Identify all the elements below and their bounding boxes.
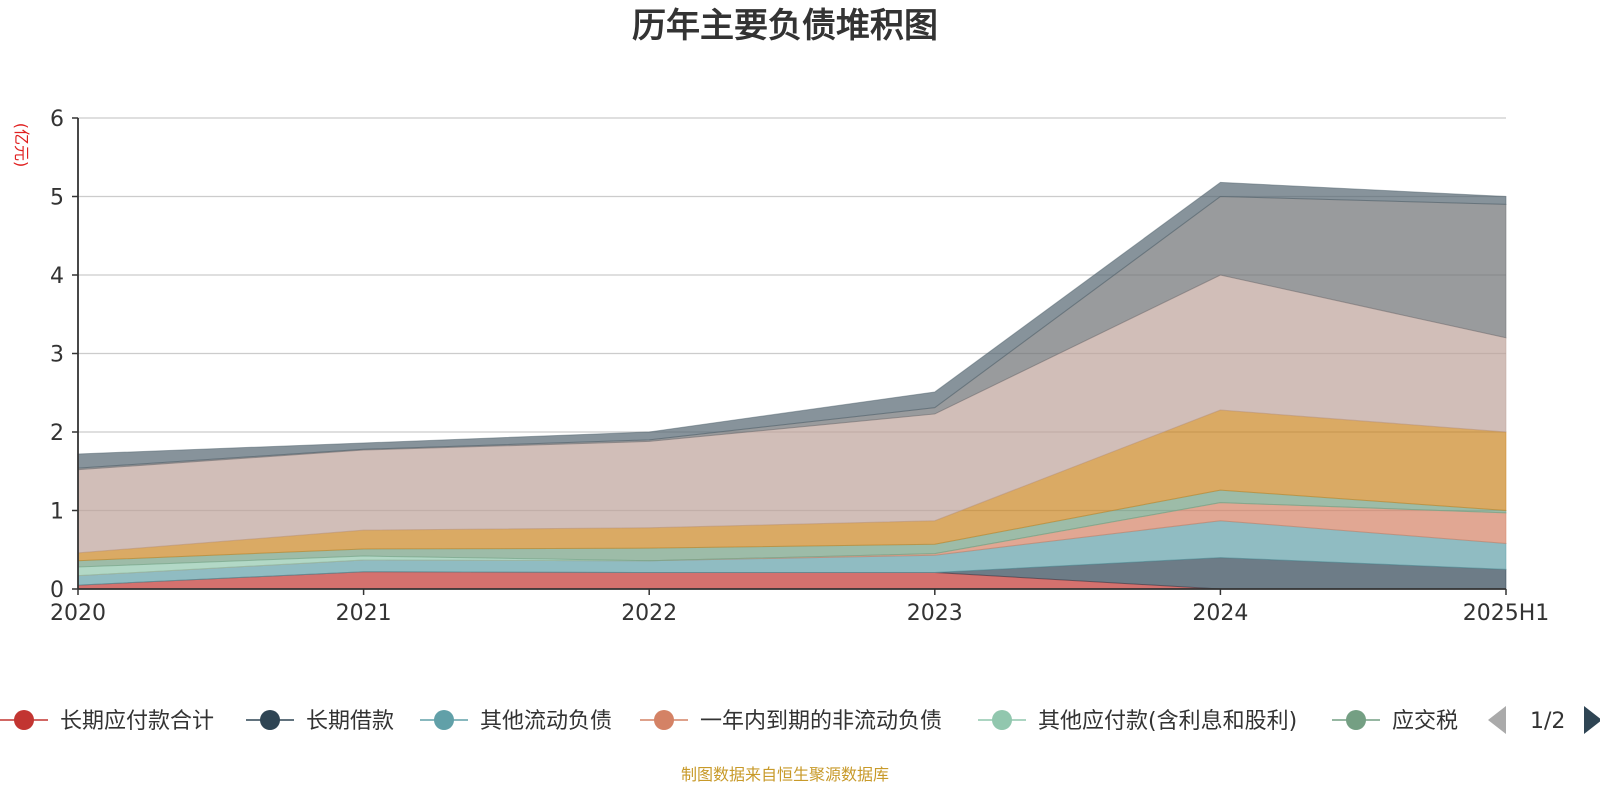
legend-item[interactable]: 其他应付款(含利息和股利) [978, 709, 1297, 734]
legend-pager: 1/2 [1488, 706, 1600, 734]
y-axis-unit: (亿元) [12, 123, 31, 168]
x-tick-label: 2025H1 [1463, 601, 1550, 626]
legend-page-indicator: 1/2 [1530, 709, 1565, 734]
y-tick-labels: 0 1 2 3 4 5 6 [50, 107, 78, 603]
area-series [77, 181, 1507, 590]
x-tick-label: 2022 [621, 601, 677, 626]
y-tick-label: 6 [50, 107, 64, 132]
x-tick-label: 2024 [1192, 601, 1248, 626]
x-tick-label: 2021 [336, 601, 392, 626]
y-tick-label: 5 [50, 186, 64, 211]
x-tick-labels: 2020 2021 2022 2023 2024 2025H1 [50, 589, 1549, 626]
legend-next-icon[interactable] [1584, 706, 1600, 734]
legend-marker [654, 710, 674, 730]
source-note: 制图数据来自恒生聚源数据库 [681, 765, 889, 784]
y-tick-label: 1 [50, 500, 64, 525]
legend-marker [1346, 710, 1366, 730]
legend-marker [14, 710, 34, 730]
legend-marker [992, 710, 1012, 730]
chart-title: 历年主要负债堆积图 [632, 6, 938, 46]
legend-marker [434, 710, 454, 730]
legend-label: 长期应付款合计 [60, 709, 214, 734]
legend-item[interactable]: 其他流动负债 [420, 709, 612, 734]
legend-label: 应交税 [1392, 709, 1458, 734]
legend-label: 一年内到期的非流动负债 [700, 709, 942, 734]
legend-item[interactable]: 应交税 [1332, 709, 1458, 734]
x-tick-label: 2020 [50, 601, 106, 626]
legend-marker [260, 710, 280, 730]
legend-label: 其他流动负债 [480, 709, 612, 734]
legend-item[interactable]: 一年内到期的非流动负债 [640, 709, 942, 734]
y-tick-label: 0 [50, 578, 64, 603]
legend-item[interactable]: 长期应付款合计 [0, 709, 214, 734]
legend-item[interactable]: 长期借款 [246, 709, 394, 734]
legend-prev-icon[interactable] [1488, 706, 1506, 734]
y-tick-label: 2 [50, 421, 64, 446]
y-tick-label: 3 [50, 343, 64, 368]
legend-label: 长期借款 [306, 709, 394, 734]
y-tick-label: 4 [50, 264, 64, 289]
x-tick-label: 2023 [907, 601, 963, 626]
legend[interactable]: 长期应付款合计 长期借款 其他流动负债 一年内到期的非流动负债 其他应付款(含利息和股利… [0, 709, 1458, 734]
area-series-9 [77, 181, 1507, 469]
legend-label: 其他应付款(含利息和股利) [1038, 709, 1297, 734]
